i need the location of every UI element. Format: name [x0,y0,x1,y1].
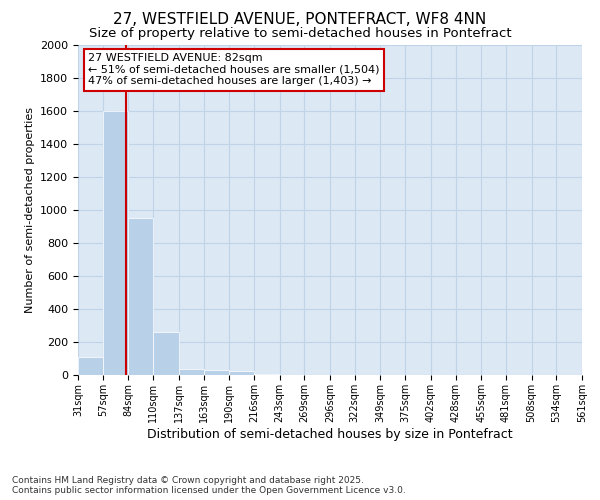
Bar [229,371,254,375]
Text: Size of property relative to semi-detached houses in Pontefract: Size of property relative to semi-detach… [89,28,511,40]
Bar [179,369,203,375]
Y-axis label: Number of semi-detached properties: Number of semi-detached properties [25,107,35,313]
Bar [254,374,280,375]
Bar [153,332,179,375]
Bar [203,370,229,375]
Text: Contains HM Land Registry data © Crown copyright and database right 2025.
Contai: Contains HM Land Registry data © Crown c… [12,476,406,495]
Bar [103,111,128,375]
Text: 27, WESTFIELD AVENUE, PONTEFRACT, WF8 4NN: 27, WESTFIELD AVENUE, PONTEFRACT, WF8 4N… [113,12,487,28]
Bar [78,357,103,375]
Bar [128,218,153,375]
X-axis label: Distribution of semi-detached houses by size in Pontefract: Distribution of semi-detached houses by … [147,428,513,440]
Text: 27 WESTFIELD AVENUE: 82sqm
← 51% of semi-detached houses are smaller (1,504)
47%: 27 WESTFIELD AVENUE: 82sqm ← 51% of semi… [88,53,380,86]
